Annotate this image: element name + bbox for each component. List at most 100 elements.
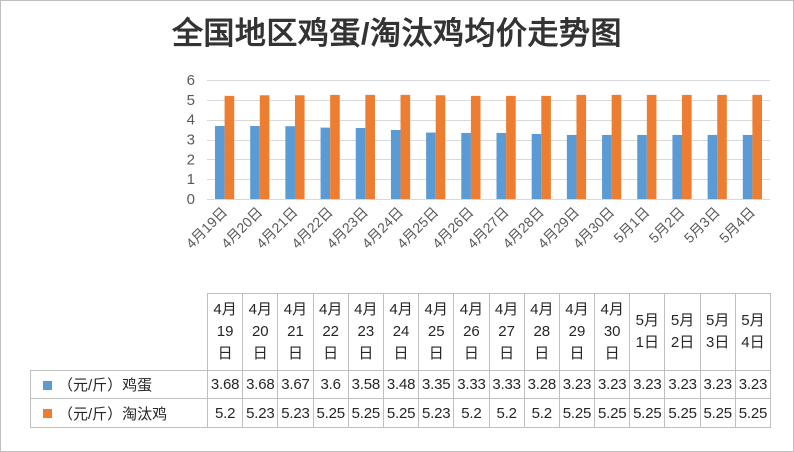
bar-egg-16 bbox=[742, 134, 753, 199]
table-value-cell: 3.68 bbox=[206, 370, 244, 399]
x-tick-label: 5月2日 bbox=[646, 204, 688, 246]
bar-egg-1 bbox=[214, 126, 225, 199]
table-header-cell: 4月21日 bbox=[277, 293, 314, 371]
table-header-date: 5月3日 bbox=[706, 312, 730, 351]
chart-title: 全国地区鸡蛋/淘汰鸡均价走势图 bbox=[171, 16, 623, 51]
data-table: 4月19日 4月20日 4月21日 4月22日 4月23日 4月24日 4月25日 4月26日… bbox=[30, 293, 772, 428]
bar-culled-hen-11 bbox=[576, 94, 587, 199]
y-tick-label: 4 bbox=[187, 112, 195, 129]
bar-egg-4 bbox=[320, 127, 331, 199]
legend-key-egg bbox=[43, 380, 52, 390]
table-header-date: 5月1日 bbox=[635, 312, 660, 351]
table-header-cell: 4月24日 bbox=[382, 293, 420, 371]
table-header-cell: 4月29日 bbox=[558, 293, 596, 371]
table-value-cell: 5.25 bbox=[558, 398, 596, 428]
y-tick-label: 6 bbox=[187, 72, 195, 89]
table-header-cell: 4月27日 bbox=[488, 293, 525, 371]
table-header-cell: 5月4日 bbox=[734, 293, 772, 371]
table-corner bbox=[31, 294, 208, 371]
table-value-cell: 3.23 bbox=[558, 370, 596, 399]
y-tick-label: 3 bbox=[187, 132, 195, 149]
table-value-cell: 3.33 bbox=[453, 370, 490, 399]
table-value-cell: 5.2 bbox=[206, 398, 244, 428]
table-header-date: 4月21日 bbox=[283, 301, 308, 362]
y-tick-label: 1 bbox=[187, 171, 195, 188]
data-table-body: 4月19日 4月20日 4月21日 4月22日 4月23日 4月24日 4月25日 4月26日… bbox=[30, 293, 772, 428]
legend-cell-egg: （元/斤）鸡蛋 bbox=[30, 370, 208, 399]
table-value-cell: 3.48 bbox=[382, 370, 420, 399]
table-header-date: 4月24日 bbox=[389, 301, 413, 362]
table-value-cell: 5.25 bbox=[664, 398, 701, 428]
bar-culled-hen-7 bbox=[435, 95, 446, 199]
bar-egg-15 bbox=[707, 134, 718, 199]
table-header-cell: 4月28日 bbox=[523, 293, 560, 371]
bar-culled-hen-2 bbox=[259, 95, 270, 199]
table-header-cell: 5月2日 bbox=[664, 293, 701, 371]
table-row-culled-hen: （元/斤）淘汰鸡 5.2 5.23 5.23 5.25 5.25 5.25 5.23 5.2 5.… bbox=[30, 398, 772, 428]
bar-egg-6 bbox=[390, 129, 401, 199]
bar-egg-13 bbox=[637, 134, 647, 199]
y-axis-labels: 0 1 2 3 4 5 6 bbox=[187, 72, 195, 208]
table-value-cell: 3.33 bbox=[488, 370, 525, 399]
table-value-cell: 3.68 bbox=[242, 370, 279, 399]
bar-culled-hen-8 bbox=[470, 95, 481, 199]
table-value-cell: 5.2 bbox=[523, 398, 560, 428]
bar-culled-hen-6 bbox=[400, 94, 411, 199]
bar-egg-3 bbox=[285, 126, 295, 199]
table-header-date: 4月20日 bbox=[248, 301, 272, 362]
table-header-date: 4月26日 bbox=[459, 301, 484, 362]
table-value-cell: 5.25 bbox=[629, 398, 666, 428]
table-value-cell: 3.23 bbox=[734, 370, 772, 399]
bar-egg-11 bbox=[566, 134, 577, 199]
table-value-cell: 5.2 bbox=[453, 398, 490, 428]
table-header-date: 5月2日 bbox=[670, 312, 695, 351]
x-tick-label: 5月4日 bbox=[716, 204, 758, 246]
table-header-cell: 5月1日 bbox=[629, 293, 666, 371]
table-header-cell: 4月20日 bbox=[242, 293, 279, 371]
bar-egg-8 bbox=[461, 132, 471, 199]
bar-culled-hen-4 bbox=[330, 94, 340, 199]
table-header-date: 4月23日 bbox=[354, 301, 378, 362]
table-header-cell: 4月22日 bbox=[312, 293, 349, 371]
table-header-date: 4月22日 bbox=[318, 301, 343, 362]
table-header-cell: 4月25日 bbox=[418, 293, 455, 371]
bar-culled-hen-14 bbox=[682, 94, 692, 199]
table-value-cell: 3.23 bbox=[664, 370, 701, 399]
table-value-cell: 3.35 bbox=[418, 370, 455, 399]
y-tick-label: 5 bbox=[187, 92, 195, 109]
table-row-egg: （元/斤）鸡蛋 3.68 3.68 3.67 3.6 3.58 3.48 3.35 3.33 3.… bbox=[30, 370, 772, 399]
y-tick-label: 2 bbox=[187, 151, 195, 168]
bar-egg-9 bbox=[496, 132, 507, 199]
table-header-date: 4月28日 bbox=[530, 301, 554, 362]
table-header-cell: 5月3日 bbox=[699, 293, 736, 371]
table-value-cell: 5.23 bbox=[418, 398, 455, 428]
table-value-cell: 5.25 bbox=[312, 398, 349, 428]
bar-culled-hen-10 bbox=[541, 95, 551, 199]
bar-culled-hen-1 bbox=[224, 95, 235, 199]
table-header-date: 4月29日 bbox=[565, 301, 589, 362]
table-value-cell: 5.25 bbox=[699, 398, 736, 428]
table-header-date: 4月25日 bbox=[424, 301, 448, 362]
table-value-cell: 5.25 bbox=[734, 398, 772, 428]
table-value-cell: 3.23 bbox=[594, 370, 631, 399]
table-value-cell: 5.25 bbox=[347, 398, 384, 428]
bar-culled-hen-15 bbox=[717, 94, 727, 199]
bar-egg-2 bbox=[250, 126, 260, 199]
table-header-cell: 4月19日 bbox=[206, 293, 244, 371]
bar-culled-hen-16 bbox=[752, 94, 763, 199]
x-tick-label: 5月3日 bbox=[681, 204, 723, 246]
bar-culled-hen-13 bbox=[646, 94, 657, 199]
table-value-cell: 5.23 bbox=[277, 398, 314, 428]
table-header-date: 4月27日 bbox=[494, 301, 519, 362]
bar-egg-12 bbox=[602, 134, 612, 199]
bar-culled-hen-9 bbox=[506, 95, 516, 199]
bar-egg-10 bbox=[531, 133, 542, 199]
table-value-cell: 3.6 bbox=[312, 370, 349, 399]
table-value-cell: 5.25 bbox=[382, 398, 420, 428]
legend-label-culled-hen: （元/斤）淘汰鸡 bbox=[58, 405, 168, 423]
legend-cell-culled-hen: （元/斤）淘汰鸡 bbox=[30, 398, 208, 428]
x-axis-labels: 4月19日4月20日4月21日4月22日4月23日4月24日4月25日4月26日… bbox=[183, 204, 758, 252]
table-value-cell: 3.28 bbox=[523, 370, 560, 399]
bar-culled-hen-5 bbox=[365, 94, 375, 199]
